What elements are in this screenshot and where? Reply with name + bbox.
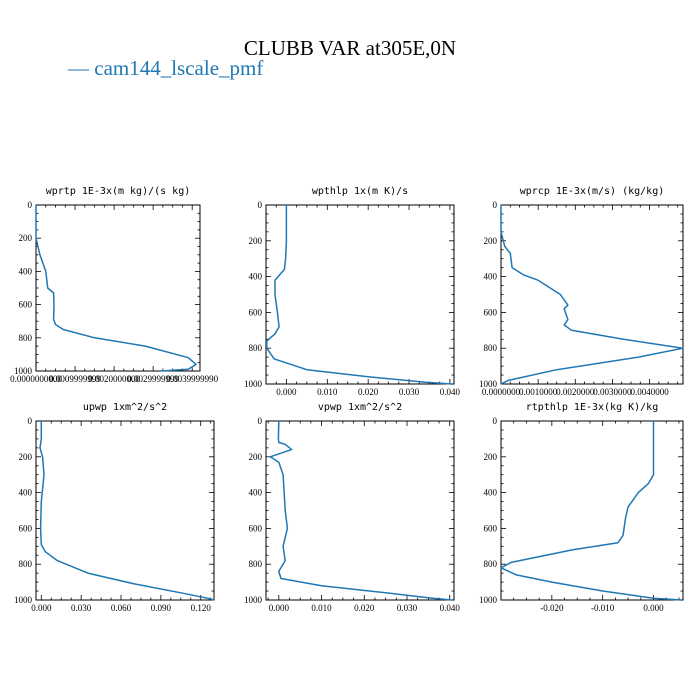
panel-4: upwp 1xm^2/s^2 0 200 400 600 800 10000.000 0.03… — [14, 402, 215, 613]
x-tick-label: 0.060 — [111, 603, 132, 613]
x-tick-label: 0.090 — [151, 603, 172, 613]
panel-title: vpwp 1xm^2/s^2 — [318, 402, 402, 413]
x-tick-label: 0.0000000000 — [10, 374, 62, 384]
y-tick-label: 800 — [484, 559, 498, 569]
y-tick-label: 800 — [19, 333, 33, 343]
x-tick-label: -0.020 — [540, 603, 564, 613]
y-tick-label: 400 — [19, 488, 33, 498]
x-tick-label: 0.020 — [358, 387, 379, 397]
chart-title: CLUBB VAR at305E,0N — [243, 36, 457, 60]
panel-2: wpthlp 1x(m K)/s 0 200 400 600 800 1000 0.000 0.… — [244, 186, 461, 397]
panel-6: rtpthlp 1E-3x(kg K)/kg 0 200 400 600 800 1000 -… — [479, 402, 684, 613]
y-tick-label: 800 — [484, 343, 498, 353]
y-tick-label: 1000 — [14, 595, 33, 605]
series-line — [269, 420, 452, 601]
x-tick-label: 0.0020000 — [556, 387, 595, 397]
y-tick-label: 400 — [484, 272, 498, 282]
y-tick-label: 800 — [19, 559, 33, 569]
y-tick-label: 0 — [493, 200, 498, 210]
series-line — [35, 205, 197, 372]
y-tick-label: 1000 — [14, 366, 33, 376]
x-tick-label: 0.020 — [354, 603, 375, 613]
panel-title: rtpthlp 1E-3x(kg K)/kg — [526, 402, 658, 413]
legend-line-marker: — — [68, 56, 89, 80]
y-tick-label: 600 — [249, 523, 263, 533]
y-tick-label: 200 — [484, 452, 498, 462]
x-tick-label: 0.030 — [71, 603, 92, 613]
y-tick-label: 200 — [249, 236, 263, 246]
x-tick-label: 0.010 — [317, 387, 338, 397]
plot-frame — [35, 204, 201, 372]
panel-title: upwp 1xm^2/s^2 — [83, 402, 167, 413]
y-tick-label: 600 — [484, 307, 498, 317]
panel-5: vpwp 1xm^2/s^2 0 200 400 600 800 1000 0.000 0.01… — [244, 402, 460, 613]
y-tick-label: 400 — [484, 488, 498, 498]
x-tick-label: 0.000 — [643, 603, 664, 613]
x-tick-label: 0.120 — [191, 603, 212, 613]
y-tick-label: 0 — [258, 416, 263, 426]
y-tick-label: 600 — [249, 307, 263, 317]
x-tick-label: 0.030 — [399, 387, 420, 397]
y-tick-label: 1000 — [244, 379, 263, 389]
x-tick-label: 0.030 — [397, 603, 418, 613]
x-tick-label: 0.040 — [440, 387, 461, 397]
x-tick-label: 0.040 — [440, 603, 461, 613]
plot-frame — [500, 420, 684, 601]
x-tick-label: 0.0020000000 — [88, 374, 140, 384]
plot-frame — [35, 420, 215, 601]
y-tick-label: 0 — [28, 200, 33, 210]
panel-1: wprtp 1E-3x(m kg)/(s kg) 0 200 400 600 800 100… — [10, 186, 218, 384]
y-tick-label: 600 — [19, 300, 33, 310]
y-tick-label: 400 — [249, 272, 263, 282]
y-tick-label: 600 — [19, 523, 33, 533]
plot-frame — [265, 204, 455, 385]
x-tick-label: -0.010 — [591, 603, 615, 613]
x-tick-label: 0.0000000 — [482, 387, 521, 397]
x-tick-label: 0.0029999999 — [127, 374, 179, 384]
y-tick-label: 0 — [493, 416, 498, 426]
panel-title: wpthlp 1x(m K)/s — [312, 186, 408, 197]
y-tick-label: 600 — [484, 523, 498, 533]
x-tick-label: 0.000 — [269, 603, 290, 613]
y-tick-label: 400 — [249, 488, 263, 498]
y-tick-label: 200 — [484, 236, 498, 246]
x-tick-label: 0.000 — [31, 603, 52, 613]
x-tick-label: 0.0010000 — [519, 387, 558, 397]
series-line — [266, 205, 453, 385]
y-tick-label: 200 — [19, 233, 33, 243]
y-tick-label: 800 — [249, 559, 263, 569]
y-tick-label: 0 — [258, 200, 263, 210]
y-tick-label: 0 — [28, 416, 33, 426]
panel-title: wprtp 1E-3x(m kg)/(s kg) — [46, 186, 191, 197]
legend: — cam144_lscale_pmf — [68, 56, 263, 81]
y-tick-label: 1000 — [479, 379, 498, 389]
x-tick-label: 0.000 — [276, 387, 297, 397]
x-tick-label: 0.0039999990 — [166, 374, 218, 384]
panel-title: wprcp 1E-3x(m/s) (kg/kg) — [520, 186, 665, 197]
y-tick-label: 1000 — [479, 595, 498, 605]
x-tick-label: 0.0030000 — [593, 387, 632, 397]
panel-3: wprcp 1E-3x(m/s) (kg/kg) 0 200 400 600 800 100… — [479, 186, 684, 397]
series-line — [500, 205, 684, 385]
x-tick-label: 0.0009999999 — [49, 374, 101, 384]
plot-frame — [265, 420, 455, 601]
y-tick-label: 400 — [19, 266, 33, 276]
y-tick-label: 1000 — [244, 595, 263, 605]
legend-label: cam144_lscale_pmf — [94, 56, 264, 80]
x-tick-label: 0.010 — [311, 603, 332, 613]
series-line — [500, 421, 682, 601]
y-tick-label: 800 — [249, 343, 263, 353]
y-tick-label: 200 — [249, 452, 263, 462]
plot-frame — [500, 204, 684, 385]
x-tick-label: 0.0040000 — [630, 387, 669, 397]
series-line — [39, 421, 215, 601]
y-tick-label: 200 — [19, 452, 33, 462]
